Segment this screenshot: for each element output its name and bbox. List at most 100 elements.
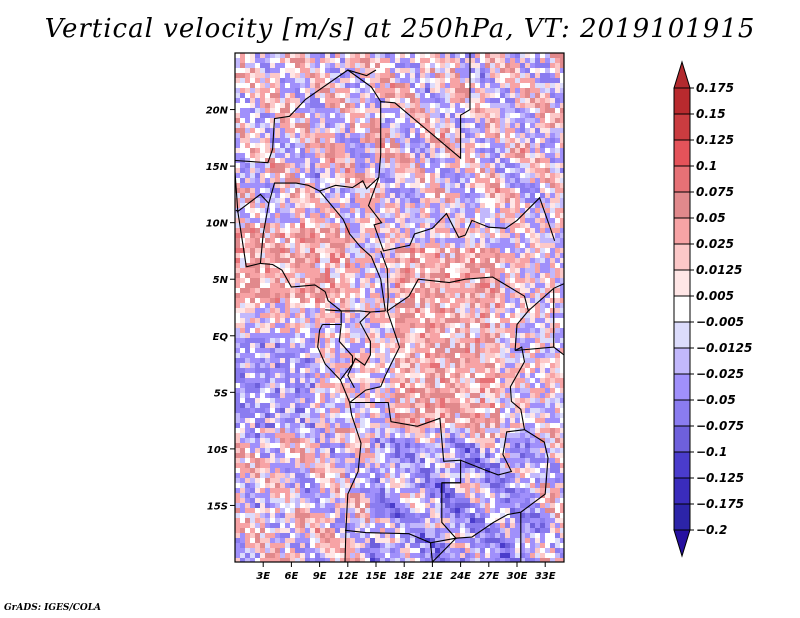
field-cell (245, 253, 250, 258)
field-cell (365, 418, 370, 423)
field-cell (340, 128, 345, 133)
field-cell (395, 398, 400, 403)
field-cell (535, 298, 540, 303)
field-cell (295, 288, 300, 293)
field-cell (480, 248, 485, 253)
field-cell (385, 123, 390, 128)
field-cell (485, 403, 490, 408)
field-cell (310, 203, 315, 208)
field-cell (295, 88, 300, 93)
field-cell (545, 343, 550, 348)
field-cell (255, 293, 260, 298)
field-cell (430, 213, 435, 218)
field-cell (510, 318, 515, 323)
field-cell (410, 133, 415, 138)
field-cell (515, 53, 520, 58)
field-cell (300, 103, 305, 108)
field-cell (475, 108, 480, 113)
field-cell (510, 78, 515, 83)
field-cell (370, 328, 375, 333)
field-cell (240, 413, 245, 418)
field-cell (435, 93, 440, 98)
field-cell (295, 358, 300, 363)
field-cell (365, 363, 370, 368)
field-cell (245, 193, 250, 198)
field-cell (380, 398, 385, 403)
field-cell (510, 358, 515, 363)
field-cell (455, 158, 460, 163)
field-cell (525, 313, 530, 318)
field-cell (415, 173, 420, 178)
field-cell (285, 343, 290, 348)
field-cell (550, 88, 555, 93)
field-cell (445, 283, 450, 288)
field-cell (385, 68, 390, 73)
field-cell (545, 203, 550, 208)
field-cell (480, 223, 485, 228)
field-cell (435, 138, 440, 143)
field-cell (275, 58, 280, 63)
field-cell (545, 103, 550, 108)
field-cell (370, 263, 375, 268)
field-cell (485, 183, 490, 188)
field-cell (370, 413, 375, 418)
field-cell (270, 108, 275, 113)
field-cell (340, 238, 345, 243)
field-cell (450, 153, 455, 158)
field-cell (505, 78, 510, 83)
field-cell (285, 248, 290, 253)
field-cell (460, 188, 465, 193)
field-cell (280, 63, 285, 68)
field-cell (360, 148, 365, 153)
field-cell (535, 248, 540, 253)
field-cell (340, 253, 345, 258)
field-cell (295, 93, 300, 98)
field-cell (540, 378, 545, 383)
field-cell (355, 203, 360, 208)
field-cell (265, 213, 270, 218)
field-cell (295, 313, 300, 318)
field-cell (400, 198, 405, 203)
field-cell (530, 148, 535, 153)
field-cell (375, 373, 380, 378)
field-cell (500, 418, 505, 423)
field-cell (540, 188, 545, 193)
field-cell (270, 248, 275, 253)
field-cell (235, 358, 240, 363)
field-cell (555, 88, 560, 93)
field-cell (480, 158, 485, 163)
field-cell (270, 298, 275, 303)
field-cell (470, 418, 475, 423)
field-cell (490, 283, 495, 288)
field-cell (435, 208, 440, 213)
field-cell (390, 108, 395, 113)
field-cell (415, 113, 420, 118)
field-cell (420, 283, 425, 288)
field-cell (540, 308, 545, 313)
field-cell (380, 68, 385, 73)
field-cell (470, 138, 475, 143)
field-cell (250, 378, 255, 383)
field-cell (390, 308, 395, 313)
field-cell (545, 73, 550, 78)
field-cell (310, 408, 315, 413)
field-cell (485, 253, 490, 258)
field-cell (325, 53, 330, 58)
field-cell (535, 63, 540, 68)
field-cell (560, 148, 564, 153)
field-cell (545, 118, 550, 123)
field-cell (245, 263, 250, 268)
field-cell (380, 328, 385, 333)
field-cell (435, 113, 440, 118)
field-cell (560, 98, 564, 103)
field-cell (380, 303, 385, 308)
field-cell (370, 353, 375, 358)
field-cell (505, 138, 510, 143)
field-cell (395, 93, 400, 98)
field-cell (325, 428, 330, 433)
field-cell (390, 218, 395, 223)
field-cell (290, 83, 295, 88)
field-cell (330, 148, 335, 153)
field-cell (370, 198, 375, 203)
field-cell (245, 188, 250, 193)
